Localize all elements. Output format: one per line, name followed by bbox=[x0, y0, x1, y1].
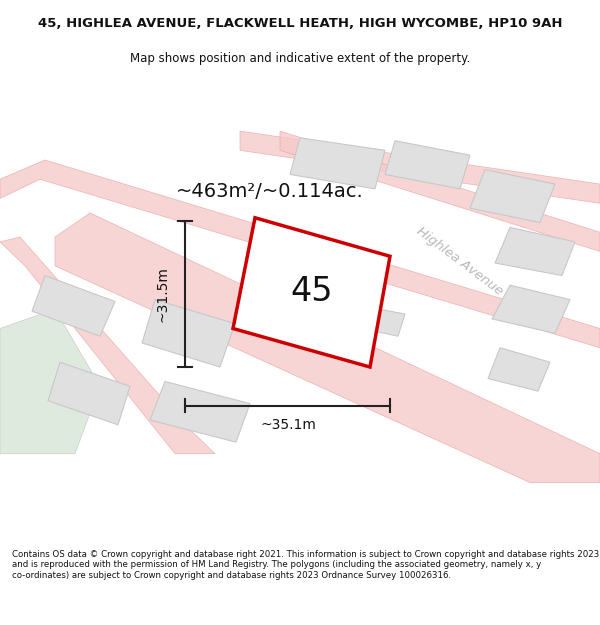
Polygon shape bbox=[48, 362, 130, 425]
Polygon shape bbox=[32, 276, 115, 336]
Text: Contains OS data © Crown copyright and database right 2021. This information is : Contains OS data © Crown copyright and d… bbox=[12, 550, 599, 580]
Text: ~463m²/~0.114ac.: ~463m²/~0.114ac. bbox=[176, 182, 364, 201]
Polygon shape bbox=[492, 285, 570, 333]
Polygon shape bbox=[0, 309, 100, 454]
Text: 45: 45 bbox=[291, 276, 333, 308]
Polygon shape bbox=[385, 141, 470, 189]
Polygon shape bbox=[150, 381, 250, 442]
Text: Map shows position and indicative extent of the property.: Map shows position and indicative extent… bbox=[130, 52, 470, 65]
Polygon shape bbox=[0, 237, 215, 454]
Polygon shape bbox=[362, 308, 405, 336]
Polygon shape bbox=[290, 138, 385, 189]
Polygon shape bbox=[55, 213, 600, 482]
Polygon shape bbox=[240, 131, 600, 203]
Polygon shape bbox=[233, 217, 390, 367]
Polygon shape bbox=[142, 299, 235, 367]
Polygon shape bbox=[470, 169, 555, 222]
Text: 45, HIGHLEA AVENUE, FLACKWELL HEATH, HIGH WYCOMBE, HP10 9AH: 45, HIGHLEA AVENUE, FLACKWELL HEATH, HIG… bbox=[38, 17, 562, 30]
Text: ~35.1m: ~35.1m bbox=[260, 418, 316, 432]
Text: Highlea Avenue: Highlea Avenue bbox=[415, 224, 506, 298]
Polygon shape bbox=[488, 348, 550, 391]
Polygon shape bbox=[495, 228, 575, 276]
Text: ~31.5m: ~31.5m bbox=[155, 266, 169, 322]
Polygon shape bbox=[0, 160, 600, 348]
Polygon shape bbox=[280, 131, 600, 251]
